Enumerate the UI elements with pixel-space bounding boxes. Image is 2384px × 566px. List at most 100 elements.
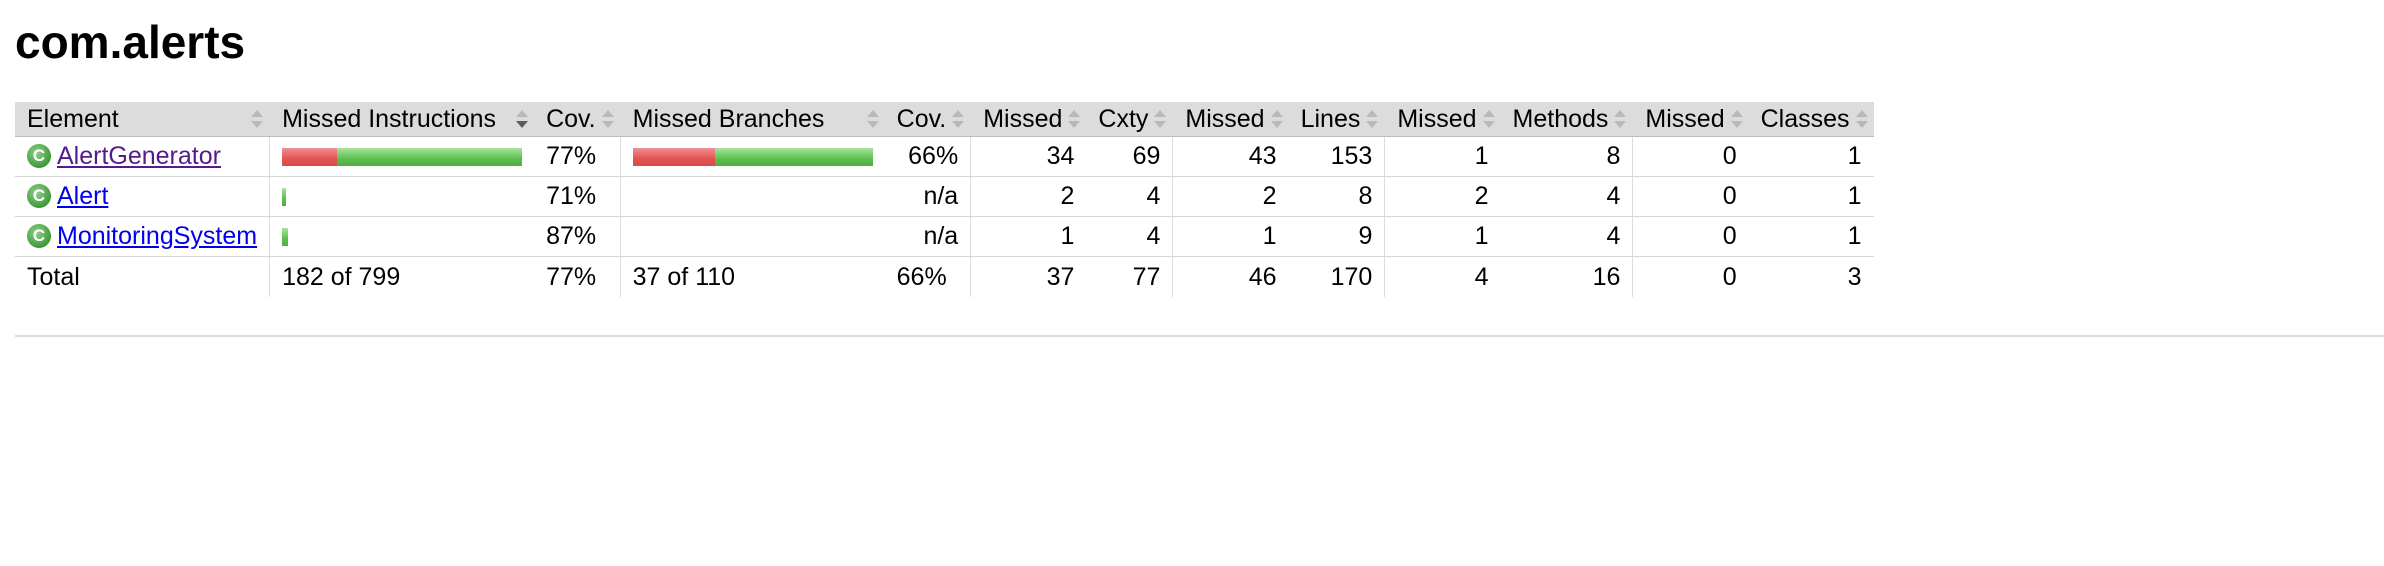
element-cell: C MonitoringSystem <box>15 216 271 257</box>
instructions-bar-cell <box>269 136 535 177</box>
header-missed-cxty[interactable]: Missed <box>970 102 1087 137</box>
missed-lines: 1 <box>1172 216 1289 257</box>
total-cov-instructions: 77% <box>534 256 621 297</box>
header-element[interactable]: Element <box>15 102 271 137</box>
coverage-table: Element Missed Instructions Cov. Missed … <box>15 102 1874 297</box>
total-missed-classes: 0 <box>1722 262 1737 291</box>
element-link-monitoringsystem[interactable]: MonitoringSystem <box>57 222 258 250</box>
cov-instructions: 71% <box>534 176 621 217</box>
sort-icon <box>1855 110 1868 128</box>
missed-methods: 1 <box>1384 216 1501 257</box>
sort-desc-icon <box>516 110 529 128</box>
methods: 4 <box>1500 216 1634 257</box>
table-row: C Alert 71% n/a 2 4 2 8 2 4 0 1 <box>15 176 1874 217</box>
class-icon: C <box>27 224 51 249</box>
covered-bar <box>714 147 873 166</box>
header-missed-instructions[interactable]: Missed Instructions <box>269 102 535 137</box>
branches-coverage-bar <box>632 147 873 166</box>
instructions-coverage-bar <box>282 147 523 166</box>
sort-icon <box>866 110 879 128</box>
sort-icon <box>952 110 965 128</box>
total-missed-branches: 37 of 110 <box>632 262 736 291</box>
branches-bar-cell <box>620 136 885 177</box>
covered-bar <box>337 147 523 166</box>
element-link-alertgenerator[interactable]: AlertGenerator <box>57 142 221 170</box>
missed-cxty: 1 <box>970 216 1087 257</box>
cov-branches: 66% <box>884 136 972 177</box>
covered-bar <box>282 187 287 206</box>
instructions-coverage-bar <box>282 227 522 246</box>
methods: 8 <box>1500 136 1634 177</box>
header-lines[interactable]: Lines <box>1288 102 1386 137</box>
missed-bar <box>632 147 715 166</box>
branches-bar-cell <box>620 216 885 257</box>
table-header: Element Missed Instructions Cov. Missed … <box>15 102 1874 137</box>
cov-instructions: 77% <box>534 136 621 177</box>
sort-icon <box>1730 110 1743 128</box>
cov-branches: n/a <box>884 176 972 217</box>
missed-classes: 0 <box>1632 136 1749 177</box>
sort-icon <box>1614 110 1627 128</box>
sort-icon <box>1270 110 1283 128</box>
total-missed-instructions: 182 of 799 <box>282 262 401 291</box>
total-classes: 3 <box>1847 262 1862 291</box>
class-icon: C <box>27 184 51 209</box>
element-cell: C Alert <box>15 176 271 217</box>
cxty: 69 <box>1086 136 1174 177</box>
header-cov-branches[interactable]: Cov. <box>884 102 972 137</box>
footer-divider <box>15 335 2384 337</box>
branches-bar-cell <box>620 176 885 217</box>
total-methods: 16 <box>1500 256 1634 297</box>
sort-icon <box>1366 110 1379 128</box>
classes: 1 <box>1748 176 1874 217</box>
instructions-bar-cell <box>269 176 535 217</box>
header-missed-branches[interactable]: Missed Branches <box>620 102 885 137</box>
missed-lines: 2 <box>1172 176 1289 217</box>
missed-cxty: 2 <box>970 176 1087 217</box>
element-cell: C AlertGenerator <box>15 136 271 177</box>
class-icon: C <box>27 144 51 169</box>
table-row: C AlertGenerator 77% 66% 34 69 43 153 1 <box>15 136 1874 177</box>
missed-lines: 43 <box>1172 136 1289 177</box>
missed-classes: 0 <box>1632 216 1749 257</box>
element-link-alert[interactable]: Alert <box>57 182 109 210</box>
sort-icon <box>1482 110 1495 128</box>
lines: 153 <box>1288 136 1386 177</box>
page-title: com.alerts <box>15 16 246 68</box>
total-cxty: 77 <box>1086 256 1174 297</box>
total-row: Total 182 of 799 77% 37 of 110 66% 37 77… <box>15 256 1874 297</box>
lines: 8 <box>1288 176 1386 217</box>
classes: 1 <box>1748 136 1874 177</box>
missed-cxty: 34 <box>970 136 1087 177</box>
sort-icon <box>1154 110 1167 128</box>
missed-bar <box>282 147 338 166</box>
total-cov-branches: 66% <box>884 256 972 297</box>
sort-icon <box>1068 110 1081 128</box>
instructions-bar-cell <box>269 216 535 257</box>
header-methods[interactable]: Methods <box>1500 102 1634 137</box>
total-missed-methods: 4 <box>1474 262 1489 291</box>
missed-methods: 2 <box>1384 176 1501 217</box>
header-missed-methods[interactable]: Missed <box>1384 102 1501 137</box>
header-cxty[interactable]: Cxty <box>1086 102 1174 137</box>
lines: 9 <box>1288 216 1386 257</box>
table-row: C MonitoringSystem 87% n/a 1 4 1 9 1 4 0 … <box>15 216 1874 257</box>
cov-branches: n/a <box>884 216 972 257</box>
sort-icon <box>251 110 264 128</box>
covered-bar <box>282 227 289 246</box>
cxty: 4 <box>1086 216 1174 257</box>
total-missed-cxty: 37 <box>1046 262 1075 291</box>
missed-methods: 1 <box>1384 136 1501 177</box>
cov-instructions: 87% <box>534 216 621 257</box>
header-missed-lines[interactable]: Missed <box>1172 102 1289 137</box>
methods: 4 <box>1500 176 1634 217</box>
total-missed-lines: 46 <box>1248 262 1277 291</box>
header-classes[interactable]: Classes <box>1748 102 1874 137</box>
header-cov-instructions[interactable]: Cov. <box>534 102 621 137</box>
total-label: Total <box>15 256 271 297</box>
total-lines: 170 <box>1288 256 1386 297</box>
cxty: 4 <box>1086 176 1174 217</box>
sort-icon <box>601 110 614 128</box>
instructions-coverage-bar <box>282 187 522 206</box>
header-missed-classes[interactable]: Missed <box>1632 102 1749 137</box>
